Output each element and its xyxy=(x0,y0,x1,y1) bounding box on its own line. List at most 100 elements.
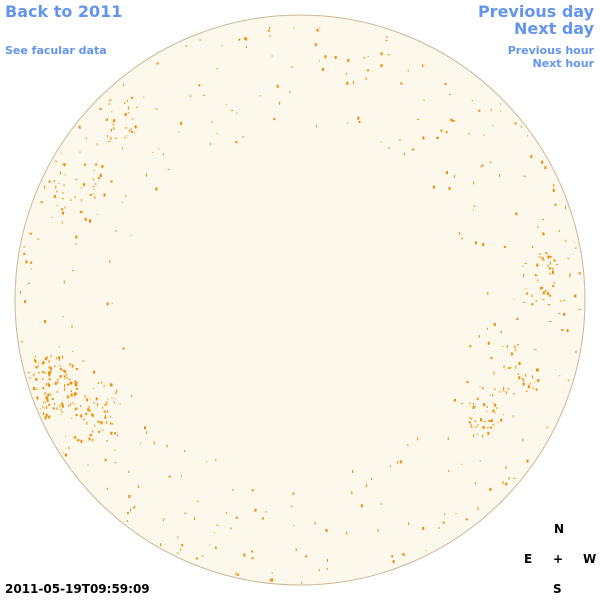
facula xyxy=(386,36,388,38)
facula xyxy=(97,382,99,385)
facula xyxy=(352,470,353,473)
facula xyxy=(21,341,24,343)
facula xyxy=(537,225,539,228)
facula xyxy=(107,135,108,138)
facula xyxy=(110,99,112,101)
facula xyxy=(122,347,125,350)
facular-data-link[interactable]: See facular data xyxy=(5,44,107,57)
facula xyxy=(108,100,110,102)
facula xyxy=(111,302,113,304)
facula xyxy=(61,152,63,154)
facula xyxy=(105,119,107,121)
facula xyxy=(105,414,106,417)
facula xyxy=(80,405,82,407)
facula xyxy=(499,103,501,105)
facula xyxy=(314,43,317,47)
facula xyxy=(110,383,112,387)
facula xyxy=(91,413,94,417)
facula xyxy=(180,474,182,477)
facula xyxy=(538,256,541,258)
facula xyxy=(92,178,94,181)
facula xyxy=(231,109,234,111)
facula xyxy=(34,355,36,358)
facula xyxy=(209,544,211,546)
facula xyxy=(133,506,136,509)
facula xyxy=(532,245,533,248)
facula xyxy=(53,195,56,198)
facula xyxy=(92,430,94,433)
facula xyxy=(110,180,113,183)
facula xyxy=(522,382,525,386)
facula xyxy=(124,113,127,116)
facula xyxy=(82,360,85,362)
facula xyxy=(524,263,527,264)
facula xyxy=(259,95,261,97)
facula xyxy=(551,271,554,275)
facula xyxy=(63,280,65,284)
facula xyxy=(230,527,232,530)
facula xyxy=(190,95,192,98)
facula xyxy=(49,370,52,374)
facula xyxy=(63,184,65,187)
facula xyxy=(72,270,75,272)
facula xyxy=(549,272,551,275)
facula xyxy=(547,304,550,306)
facula xyxy=(66,395,69,399)
facula xyxy=(46,382,47,386)
facula xyxy=(162,520,164,522)
facula xyxy=(502,481,504,484)
compass-center: + xyxy=(553,552,564,566)
facula xyxy=(553,183,555,187)
facula xyxy=(318,569,320,572)
facula xyxy=(469,402,471,405)
facula xyxy=(391,555,394,558)
facula xyxy=(495,412,497,414)
facula xyxy=(365,484,367,488)
back-link[interactable]: Back to 2011 xyxy=(5,2,123,21)
previous-day-link[interactable]: Previous day xyxy=(477,2,594,21)
facula xyxy=(114,449,116,451)
next-day-link[interactable]: Next day xyxy=(514,19,594,38)
facula xyxy=(235,141,238,144)
previous-hour-link[interactable]: Previous hour xyxy=(507,44,594,57)
facula xyxy=(111,383,113,387)
solar-disk xyxy=(14,14,586,586)
facula xyxy=(523,378,525,382)
facula xyxy=(566,329,569,333)
facula xyxy=(513,299,515,301)
facula xyxy=(34,366,36,368)
facula xyxy=(539,286,541,290)
facula xyxy=(55,185,57,189)
facula xyxy=(547,264,549,268)
facula xyxy=(46,406,48,409)
facula xyxy=(522,438,524,442)
facula xyxy=(48,415,51,419)
facula xyxy=(111,397,113,399)
facula xyxy=(490,426,493,429)
next-hour-link[interactable]: Next hour xyxy=(532,57,595,70)
facula xyxy=(93,193,95,195)
facula xyxy=(47,397,49,401)
facula xyxy=(61,221,63,224)
facula xyxy=(273,118,276,121)
facula xyxy=(127,520,129,522)
facula xyxy=(505,466,507,470)
facula xyxy=(481,164,484,167)
facula xyxy=(137,485,139,489)
facula xyxy=(363,56,365,59)
facula xyxy=(87,408,90,412)
facula xyxy=(62,355,64,359)
facula xyxy=(559,375,561,377)
facula xyxy=(488,419,491,422)
facula xyxy=(545,252,548,255)
facula xyxy=(422,136,425,140)
facula xyxy=(104,416,107,419)
facula xyxy=(479,460,481,462)
facula xyxy=(514,122,517,125)
facula xyxy=(558,229,560,232)
facula xyxy=(235,516,238,519)
facula xyxy=(518,362,521,365)
facula xyxy=(71,350,73,352)
facula xyxy=(130,130,133,133)
facula xyxy=(422,526,425,530)
